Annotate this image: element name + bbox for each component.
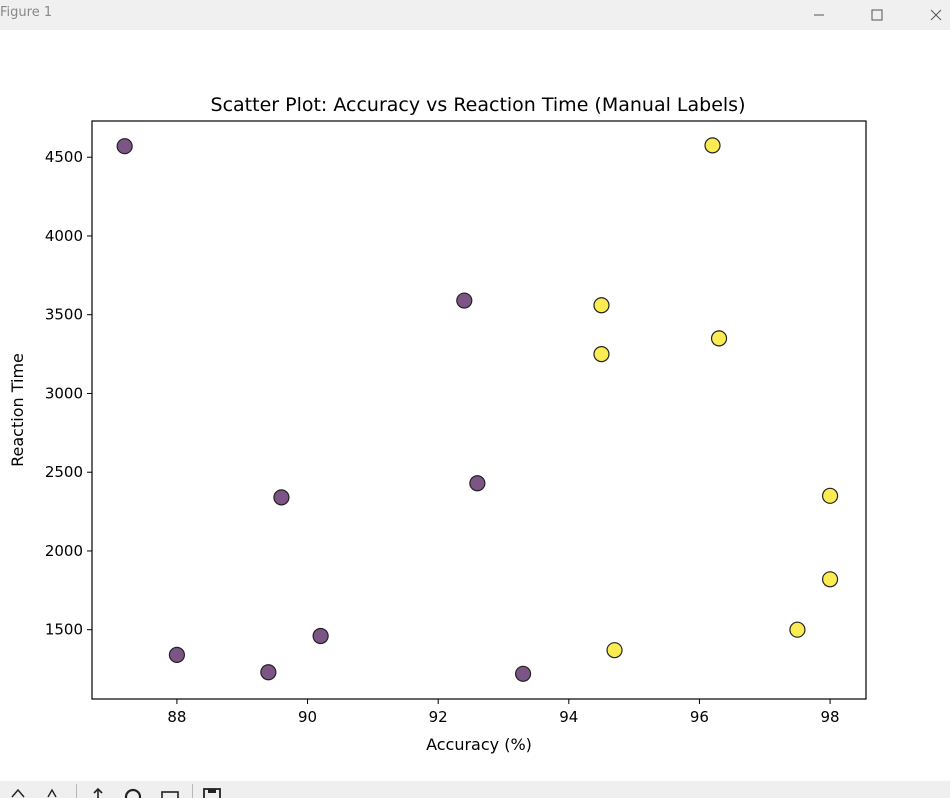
scatter-point-class-1 — [593, 297, 610, 314]
y-axis-label: Reaction Time — [8, 353, 27, 467]
scatter-point-class-0 — [514, 665, 532, 682]
x-tick-label: 96 — [690, 708, 709, 726]
pan-icon[interactable] — [90, 787, 106, 798]
scatter-point-class-1 — [704, 137, 721, 154]
scatter-point-class-0 — [469, 475, 486, 492]
scatter-point-class-0 — [456, 292, 473, 309]
x-axis-label: Accuracy (%) — [426, 735, 532, 754]
window-title: Figure 1 — [0, 5, 53, 20]
y-tick-label: 3500 — [45, 306, 83, 324]
scatter-point-class-1 — [710, 330, 728, 347]
window-titlebar: Figure 1 — [0, 0, 950, 30]
minimize-button[interactable] — [796, 0, 842, 30]
save-icon[interactable] — [202, 787, 224, 798]
y-tick-label: 4500 — [45, 148, 83, 166]
back-icon[interactable] — [44, 787, 60, 798]
x-tick-label: 92 — [429, 708, 448, 726]
scatter-point-class-0 — [260, 664, 277, 681]
close-button[interactable] — [913, 0, 950, 30]
x-tick-label: 88 — [167, 708, 186, 726]
toolbar-separator — [192, 784, 193, 798]
x-tick-label: 98 — [821, 708, 840, 726]
chart-title: Scatter Plot: Accuracy vs Reaction Time … — [211, 94, 746, 116]
scatter-point-class-1 — [821, 487, 839, 504]
maximize-button[interactable] — [854, 0, 900, 30]
y-tick-label: 4000 — [45, 227, 83, 245]
scatter-point-class-0 — [168, 646, 186, 664]
scatter-point-class-1 — [606, 642, 623, 659]
home-icon[interactable] — [10, 787, 26, 798]
scatter-point-class-1 — [789, 621, 806, 638]
close-icon — [930, 9, 942, 21]
toolbar-separator — [76, 784, 77, 798]
navigation-toolbar — [0, 781, 950, 798]
y-tick-label: 1500 — [45, 621, 83, 639]
scatter-chart: Scatter Plot: Accuracy vs Reaction Time … — [8, 94, 867, 754]
scatter-point-class-0 — [116, 138, 133, 155]
scatter-point-class-1 — [821, 571, 839, 588]
x-tick-label: 94 — [559, 708, 578, 726]
scatter-point-class-1 — [593, 345, 610, 363]
scatter-point-class-0 — [312, 627, 329, 645]
minimize-icon — [814, 14, 824, 16]
configure-subplots-icon[interactable] — [160, 787, 182, 798]
scatter-point-class-0 — [273, 489, 290, 506]
x-tick-label: 90 — [298, 708, 317, 726]
plot-area — [91, 120, 867, 700]
y-tick-label: 2000 — [45, 542, 83, 560]
maximize-icon — [871, 9, 883, 21]
zoom-icon[interactable] — [122, 787, 144, 798]
y-tick-label: 3000 — [45, 384, 83, 402]
y-tick-label: 2500 — [45, 463, 83, 481]
